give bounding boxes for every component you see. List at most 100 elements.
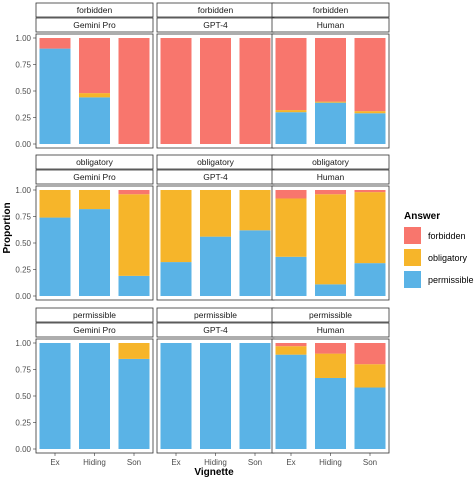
bar-segment-permissible	[118, 275, 150, 296]
facet-strip-model	[271, 17, 390, 33]
y-tick-label: 0.25	[15, 114, 31, 123]
bar-segment-permissible	[315, 102, 346, 144]
bar-segment-forbidden	[200, 38, 231, 144]
facet-strip-row	[35, 2, 154, 18]
bar-segment-permissible	[275, 112, 307, 144]
y-tick-label: 0.50	[15, 239, 31, 248]
y-tick-label: 0.00	[15, 140, 31, 149]
bar-segment-obligatory	[275, 198, 307, 257]
facet-strip-model-label: Gemini Pro	[73, 20, 116, 30]
legend-label-permissible: permissible	[428, 275, 474, 285]
facet-strip-model	[271, 322, 390, 338]
bar-segment-permissible	[200, 343, 231, 449]
bar-segment-permissible	[275, 256, 307, 296]
facet-strip-model-label: Human	[317, 20, 345, 30]
bar-segment-obligatory	[39, 190, 71, 218]
panel-border	[35, 33, 154, 149]
x-axis-title: Vignette	[194, 467, 234, 478]
bar-segment-permissible	[79, 343, 110, 449]
y-tick-label: 0.75	[15, 213, 31, 222]
bar-segment-permissible	[39, 343, 71, 449]
bar-segment-permissible	[39, 48, 71, 144]
bar-segment-permissible	[315, 284, 346, 296]
facet-strip-model-label: GPT-4	[203, 325, 228, 335]
bar-segment-obligatory	[354, 364, 386, 388]
facet-strip-row	[35, 154, 154, 170]
bar-segment-forbidden	[118, 38, 150, 144]
facet-strip-row-label: forbidden	[198, 5, 234, 15]
bar-segment-forbidden	[275, 343, 307, 347]
y-tick-label: 0.50	[15, 392, 31, 401]
bar-segment-forbidden	[118, 190, 150, 195]
facet-strip-row-label: permissible	[309, 310, 352, 320]
bar-segment-permissible	[79, 97, 110, 144]
facet-strip-model-label: GPT-4	[203, 172, 228, 182]
facet-strip-model-label: Gemini Pro	[73, 172, 116, 182]
facet-strip-row-label: permissible	[73, 310, 116, 320]
bar-segment-obligatory	[118, 194, 150, 276]
facet-strip-model-label: Human	[317, 172, 345, 182]
bar-segment-obligatory	[315, 101, 346, 103]
facet-strip-model-label: Gemini Pro	[73, 325, 116, 335]
x-tick-label: Son	[248, 458, 262, 467]
facet-strip-row-label: obligatory	[312, 157, 350, 167]
bar-segment-obligatory	[200, 190, 231, 237]
legend-swatch-obligatory	[404, 249, 421, 266]
bar-segment-obligatory	[315, 353, 346, 378]
bar-segment-obligatory	[354, 192, 386, 264]
bar-segment-obligatory	[354, 111, 386, 114]
bar-segment-permissible	[200, 236, 231, 296]
legend-title: Answer	[404, 211, 440, 222]
panel-border	[271, 33, 390, 149]
bar-segment-obligatory	[79, 93, 110, 98]
facet-strip-row	[271, 307, 390, 323]
bar-segment-permissible	[354, 263, 386, 296]
facet-strip-row	[271, 2, 390, 18]
y-tick-label: 0.25	[15, 266, 31, 275]
bar-segment-forbidden	[354, 38, 386, 112]
y-tick-label: 1.00	[15, 186, 31, 195]
bar-segment-obligatory	[79, 190, 110, 210]
y-tick-label: 1.00	[15, 339, 31, 348]
bar-segment-forbidden	[79, 38, 110, 94]
bar-segment-forbidden	[354, 343, 386, 365]
bar-segment-permissible	[79, 209, 110, 296]
facet-strip-row	[271, 154, 390, 170]
bar-segment-permissible	[160, 343, 192, 449]
legend-label-obligatory: obligatory	[428, 253, 468, 263]
bar-segment-permissible	[39, 217, 71, 296]
y-tick-label: 0.50	[15, 87, 31, 96]
facet-strip-row-label: permissible	[194, 310, 237, 320]
bar-segment-obligatory	[118, 343, 150, 359]
x-tick-label: Ex	[286, 458, 295, 467]
facet-strip-model-label: GPT-4	[203, 20, 228, 30]
bar-segment-forbidden	[160, 38, 192, 144]
facet-strip-model	[35, 169, 154, 185]
y-axis-title: Proportion	[2, 202, 13, 253]
panel-border	[271, 185, 390, 301]
y-tick-label: 0.00	[15, 445, 31, 454]
facet-strip-model	[35, 17, 154, 33]
bar-segment-forbidden	[315, 343, 346, 354]
x-tick-label: Son	[127, 458, 141, 467]
x-tick-label: Ex	[50, 458, 59, 467]
facet-strip-model-label: Human	[317, 325, 345, 335]
panel-border	[35, 185, 154, 301]
facet-strip-row-label: forbidden	[313, 5, 349, 15]
bar-segment-permissible	[160, 262, 192, 296]
x-tick-label: Hiding	[319, 458, 342, 467]
facet-strip-model	[35, 322, 154, 338]
bar-segment-permissible	[315, 377, 346, 449]
bar-segment-permissible	[354, 387, 386, 449]
legend-swatch-permissible	[404, 271, 421, 288]
bar-segment-forbidden	[315, 190, 346, 195]
bar-segment-obligatory	[315, 194, 346, 285]
legend-swatch-forbidden	[404, 227, 421, 244]
y-tick-label: 1.00	[15, 34, 31, 43]
x-tick-label: Son	[363, 458, 377, 467]
bar-segment-forbidden	[239, 38, 271, 144]
bar-segment-forbidden	[275, 190, 307, 199]
legend-label-forbidden: forbidden	[428, 231, 466, 241]
bar-segment-obligatory	[275, 110, 307, 113]
bar-segment-obligatory	[275, 346, 307, 355]
